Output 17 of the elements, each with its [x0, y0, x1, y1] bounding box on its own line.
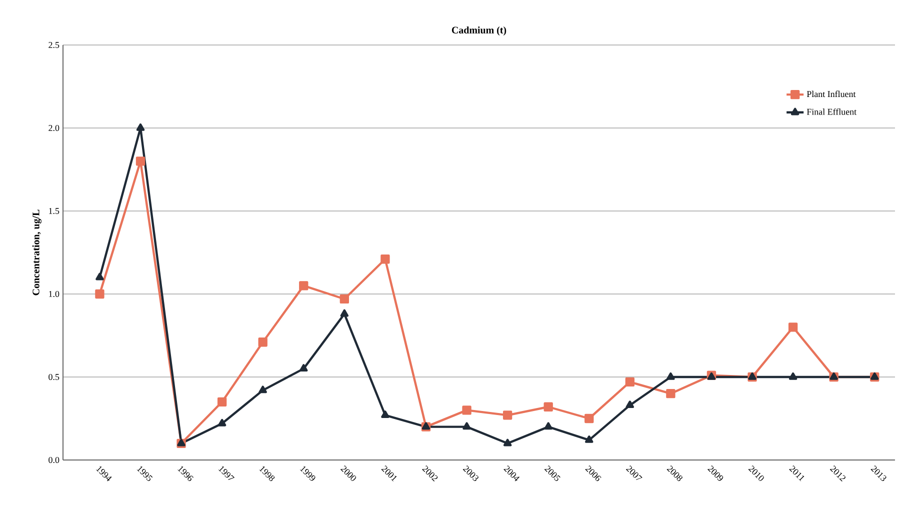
x-tick-label: 1995 [136, 466, 153, 481]
legend-label: Final Effluent [806, 108, 857, 115]
y-tick-label: 0.0 [48, 456, 60, 464]
chart-title: Cadmium (t) [452, 26, 506, 36]
y-tick-label: 2.5 [48, 42, 60, 48]
y-tick-label: 1.0 [49, 290, 60, 298]
x-tick-label: 1994 [96, 466, 112, 482]
x-tick-label: 1996 [178, 466, 194, 482]
x-tick-label: 1998 [259, 466, 275, 482]
y-tick-label: 2.0 [48, 124, 60, 132]
y-tick-label: 1.5 [49, 208, 60, 214]
x-tick-label: 2007 [626, 466, 642, 480]
x-tick-label: 1999 [300, 466, 316, 481]
x-tick-label: 1997 [218, 466, 235, 480]
y-tick-label: 0.5 [48, 374, 60, 380]
y-axis-title: Concentration, ug/L [32, 210, 42, 296]
legend-label: Plant Influent [806, 90, 856, 98]
